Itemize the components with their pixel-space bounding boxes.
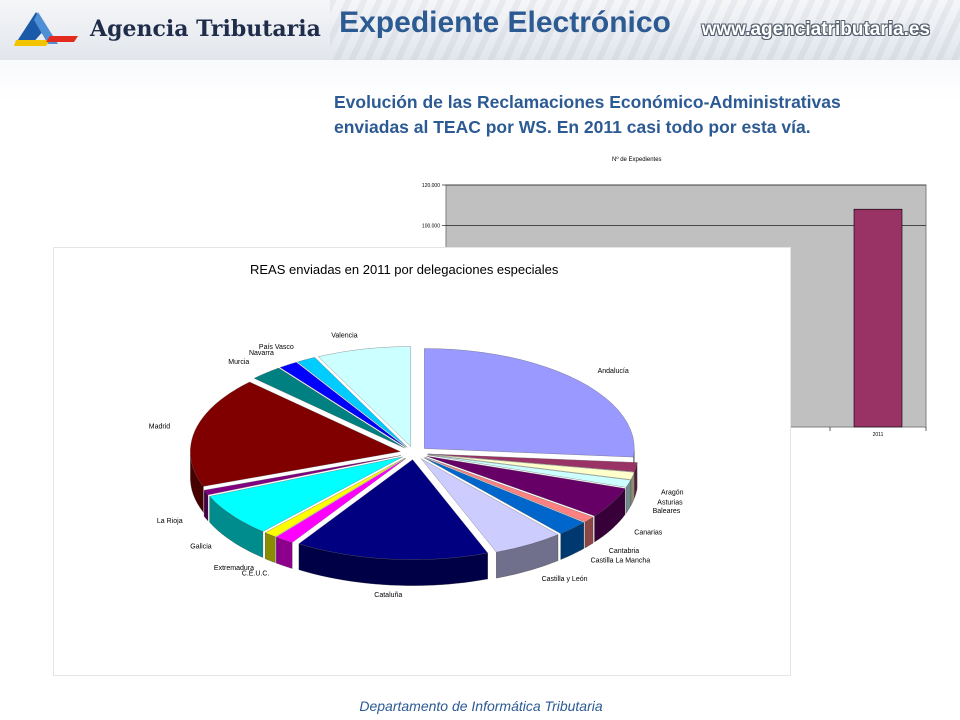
- pie-label: Asturias: [657, 500, 683, 507]
- bar-y-tick-label: 100.000: [422, 223, 440, 229]
- header-bar: Agencia Tributaria Expediente Electrónic…: [0, 0, 960, 60]
- pie-chart: REAS enviadas en 2011 por delegaciones e…: [54, 248, 790, 675]
- bar-y-tick-label: 120.000: [422, 183, 440, 189]
- pie-label: Murcia: [228, 359, 249, 366]
- site-url[interactable]: www.agenciatributaria.es: [702, 19, 930, 41]
- pie-label: País Vasco: [259, 344, 294, 351]
- slide-subtitle: Evolución de las Reclamaciones Económico…: [334, 90, 954, 140]
- subtitle-line-2: enviadas al TEAC por WS. En 2011 casi to…: [334, 115, 954, 140]
- pie-label: Andalucía: [598, 368, 629, 375]
- pie-label: Castilla La Mancha: [591, 558, 651, 565]
- pie-chart-panel: REAS enviadas en 2011 por delegaciones e…: [54, 248, 790, 675]
- pie-slice-andaluc-a: [424, 349, 634, 458]
- pie-label: Valencia: [331, 332, 357, 339]
- pie-label: La Rioja: [157, 518, 183, 525]
- bar-x-tick-label: 2011: [873, 432, 884, 438]
- pie-label: Baleares: [653, 508, 681, 515]
- pie-chart-title: REAS enviadas en 2011 por delegaciones e…: [250, 262, 559, 277]
- pie-label: Aragón: [661, 490, 684, 497]
- bar-2011: [854, 209, 902, 427]
- pie-slice-side-cantabria: [585, 517, 593, 548]
- bar-chart-title: Nº de Expedientes: [612, 156, 662, 163]
- pie-slice-side-extremadura: [265, 533, 275, 563]
- pie-slice-side-la-rioja: [204, 490, 208, 521]
- footer-text: Departamento de Informática Tributaria: [0, 698, 960, 714]
- pie-label: Castilla y León: [542, 576, 588, 583]
- subtitle-line-1: Evolución de las Reclamaciones Económico…: [334, 90, 954, 115]
- pie-label: Canarias: [634, 529, 663, 536]
- pie-slices: [190, 347, 637, 586]
- pie-label: Galicia: [190, 543, 212, 550]
- pie-label: Madrid: [149, 424, 171, 431]
- pie-label: Cataluña: [374, 592, 402, 599]
- pie-label: Cantabria: [609, 548, 639, 555]
- pie-label: Extremadura: [214, 565, 254, 572]
